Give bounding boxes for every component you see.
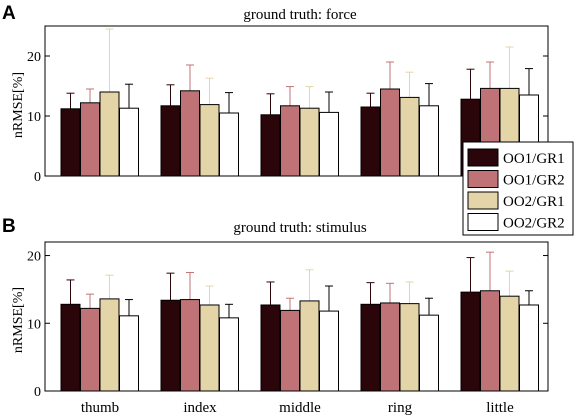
- bar-thumb-oo1-gr2: [80, 307, 100, 392]
- panel-b-category-labels: thumb index middle ring little: [81, 400, 514, 416]
- bar-ring-oo1-gr1: [360, 303, 381, 392]
- bar-index-oo1-gr2: [180, 90, 200, 177]
- y-tick-label: 0: [34, 170, 41, 185]
- panel-a-ylabel: nRMSE[%]: [11, 72, 26, 138]
- panel-b-title: ground truth: stimulus: [233, 220, 367, 236]
- legend-swatch: [467, 213, 499, 231]
- bar-thumb-oo1-gr1: [60, 303, 81, 392]
- bar-middle-oo1-gr1: [260, 304, 281, 392]
- bar-middle-oo2-gr1: [299, 107, 320, 177]
- bar-middle-oo2-gr1: [299, 300, 320, 392]
- bar-ring-oo2-gr2: [419, 105, 439, 177]
- bar-middle-oo2-gr2: [319, 111, 339, 177]
- panel-b-letter: B: [2, 216, 16, 237]
- legend: OO1/GR1 OO1/GR2 OO2/GR1 OO2/GR2: [462, 141, 574, 236]
- panel-a-letter: A: [2, 3, 16, 24]
- bar-ring-oo2-gr1: [399, 303, 420, 392]
- bar-middle-oo1-gr2: [280, 105, 300, 177]
- bar-ring-oo1-gr2: [380, 88, 400, 177]
- bar-index-oo2-gr1: [199, 104, 220, 177]
- bar-thumb-oo2-gr1: [99, 298, 120, 392]
- category-label: middle: [279, 400, 321, 416]
- bar-little-oo2-gr1: [499, 295, 520, 392]
- bar-ring-oo2-gr2: [419, 314, 439, 392]
- bar-little-oo1-gr1: [460, 291, 481, 392]
- bar-thumb-oo1-gr2: [80, 102, 100, 177]
- panel-a-y-ticks: 0 10 20: [27, 50, 548, 185]
- y-tick-label: 10: [27, 110, 41, 125]
- bar-thumb-oo2-gr1: [99, 91, 120, 177]
- bar-ring-oo1-gr2: [380, 302, 400, 392]
- legend-swatch: [467, 148, 499, 167]
- legend-items: OO1/GR1 OO1/GR2 OO2/GR1 OO2/GR2: [467, 148, 565, 232]
- legend-swatch: [467, 170, 499, 188]
- bar-ring-oo2-gr1: [399, 96, 420, 177]
- legend-label: OO1/GR2: [503, 173, 565, 189]
- legend-swatch: [467, 191, 499, 210]
- panel-b: B ground truth: stimulus nRMSE[%] 01020 …: [2, 216, 549, 416]
- legend-label: OO2/GR1: [503, 194, 565, 210]
- category-label: thumb: [81, 400, 119, 416]
- bar-little-oo1-gr2: [480, 290, 500, 392]
- bar-thumb-oo2-gr2: [119, 315, 139, 392]
- bar-thumb-oo1-gr1: [60, 108, 81, 177]
- panel-b-ylabel: nRMSE[%]: [11, 287, 26, 353]
- bar-middle-oo1-gr1: [260, 114, 281, 177]
- bar-middle-oo1-gr2: [280, 309, 300, 392]
- bar-middle-oo2-gr2: [319, 310, 339, 392]
- panel-b-bars: [60, 251, 539, 392]
- bar-index-oo1-gr2: [180, 299, 200, 392]
- panel-b-y-ticks: 0 10 20: [27, 250, 548, 400]
- y-tick-label: 10: [27, 317, 41, 332]
- legend-label: OO2/GR2: [503, 216, 565, 232]
- bar-index-oo2-gr2: [219, 317, 239, 392]
- bar-index-oo2-gr2: [219, 112, 239, 177]
- bar-index-oo1-gr1: [160, 105, 181, 177]
- y-tick-label: 0: [34, 385, 41, 400]
- bar-thumb-oo2-gr2: [119, 107, 139, 177]
- category-label: ring: [388, 400, 413, 416]
- bar-index-oo2-gr1: [199, 304, 220, 392]
- category-label: index: [183, 400, 217, 416]
- panel-a-title: ground truth: force: [243, 7, 357, 23]
- legend-label: OO1/GR1: [503, 151, 565, 167]
- y-tick-label: 20: [27, 50, 41, 65]
- category-label: little: [486, 400, 514, 416]
- bar-little-oo2-gr2: [519, 304, 539, 392]
- bar-index-oo1-gr1: [160, 299, 181, 392]
- bar-ring-oo1-gr1: [360, 106, 381, 177]
- y-tick-label: 20: [27, 250, 41, 265]
